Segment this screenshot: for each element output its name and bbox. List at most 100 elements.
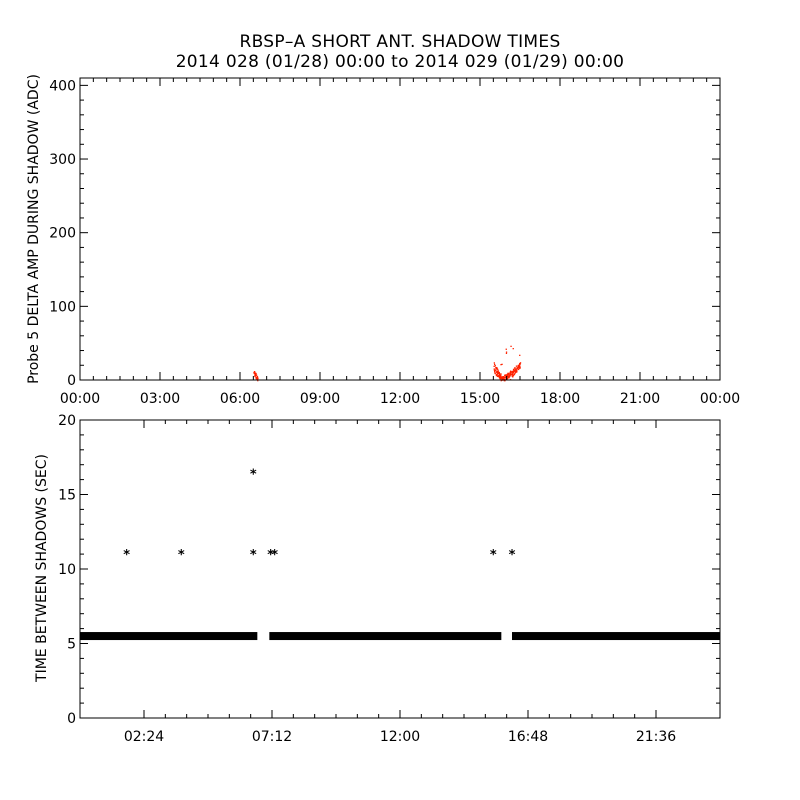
data-point <box>510 345 512 347</box>
data-point <box>504 377 506 379</box>
data-point <box>510 372 512 374</box>
data-point <box>501 363 503 365</box>
data-point <box>254 373 257 375</box>
data-point <box>509 372 511 374</box>
data-point <box>256 376 258 379</box>
data-point <box>510 371 512 373</box>
data-point <box>519 363 521 365</box>
data-point <box>256 378 258 380</box>
data-point <box>501 376 503 379</box>
data-point <box>517 365 519 367</box>
x-tick-label: 00:00 <box>700 391 740 407</box>
data-point <box>512 370 514 372</box>
y-tick-label: 0 <box>67 711 76 727</box>
data-point <box>516 367 518 369</box>
data-point <box>512 375 514 377</box>
data-point <box>498 374 501 376</box>
x-tick-label: 15:00 <box>460 391 500 407</box>
data-point <box>497 371 500 373</box>
data-point <box>498 372 500 375</box>
data-point <box>509 373 512 376</box>
top-panel: 00:00 03:00 06:00 09:00 12:00 15:00 18:00 21:00… <box>26 74 740 407</box>
bottom-axis-ticks: 02:24 07:12 12:00 16:48 21:36 0 5 10 15 20 <box>58 413 720 745</box>
data-point <box>494 365 496 367</box>
data-point <box>497 372 499 375</box>
x-tick-label: 21:00 <box>620 391 660 407</box>
y-tick-label: 0 <box>67 373 76 389</box>
data-point <box>512 348 514 350</box>
data-point <box>512 376 514 378</box>
data-point <box>512 371 515 374</box>
x-tick-label: 07:12 <box>252 729 292 745</box>
data-point <box>513 373 516 375</box>
data-point <box>508 372 510 374</box>
data-point: * <box>490 548 497 563</box>
data-point <box>502 377 504 379</box>
data-point: * <box>509 548 516 563</box>
x-tick-label: 00:00 <box>60 391 100 407</box>
data-point <box>495 369 497 371</box>
data-point <box>499 375 501 377</box>
data-point <box>507 376 510 378</box>
data-point <box>513 370 515 372</box>
data-point <box>495 366 497 369</box>
data-point <box>507 375 509 377</box>
baseline-points-band <box>269 632 502 641</box>
data-point <box>514 367 516 369</box>
top-series-points <box>253 345 522 382</box>
data-point <box>499 378 501 380</box>
data-point <box>500 373 502 375</box>
data-point <box>496 370 499 373</box>
data-point <box>495 367 497 370</box>
data-point <box>493 362 495 364</box>
data-point <box>496 375 499 377</box>
data-point <box>512 371 514 374</box>
x-tick-label: 16:48 <box>508 729 548 745</box>
data-point <box>516 368 518 371</box>
data-point: * <box>250 548 257 563</box>
y-tick-label: 400 <box>49 78 76 94</box>
data-point <box>253 371 255 373</box>
data-point <box>499 373 501 375</box>
data-point <box>499 375 501 377</box>
data-point <box>494 371 496 373</box>
data-point <box>505 374 507 376</box>
data-point <box>498 371 500 374</box>
top-y-axis-label: Probe 5 DELTA AMP DURING SHADOW (ADC) <box>26 74 42 384</box>
data-point <box>493 369 496 371</box>
y-tick-label: 300 <box>49 152 76 168</box>
data-point <box>509 374 511 376</box>
x-tick-label: 02:24 <box>124 729 164 745</box>
data-point <box>518 368 520 371</box>
data-point <box>506 375 508 377</box>
data-point <box>515 365 518 367</box>
y-tick-label: 5 <box>67 637 76 653</box>
data-point: * <box>123 548 130 563</box>
data-point <box>517 366 519 368</box>
data-point <box>518 367 520 369</box>
data-point <box>494 363 496 366</box>
data-point <box>496 367 498 369</box>
y-tick-label: 15 <box>58 488 76 504</box>
data-point <box>497 376 500 378</box>
data-point <box>496 368 498 370</box>
data-point <box>519 354 521 356</box>
data-point <box>514 368 517 370</box>
data-point: * <box>178 548 185 563</box>
y-tick-label: 100 <box>49 299 76 315</box>
data-point <box>495 369 497 372</box>
data-point <box>254 371 256 373</box>
data-point <box>504 374 506 376</box>
data-point <box>508 376 511 378</box>
data-point <box>498 374 500 377</box>
x-tick-label: 12:00 <box>380 391 420 407</box>
bottom-y-axis-label: TIME BETWEEN SHADOWS (SEC) <box>34 454 50 683</box>
data-point <box>513 369 515 372</box>
data-point <box>500 380 502 382</box>
top-axis-ticks: 00:00 03:00 06:00 09:00 12:00 15:00 18:00 21:00… <box>49 78 740 407</box>
x-tick-label: 21:36 <box>636 729 676 745</box>
data-point <box>257 380 259 382</box>
data-point <box>514 372 516 374</box>
data-point <box>493 368 495 370</box>
bottom-series-points: * *** ** * * <box>80 468 720 641</box>
